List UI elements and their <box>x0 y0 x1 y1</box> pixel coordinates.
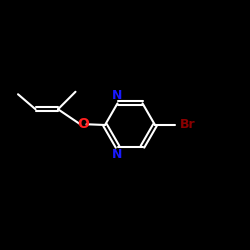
Text: Br: Br <box>180 118 196 132</box>
Text: N: N <box>112 89 123 102</box>
Text: O: O <box>77 117 89 131</box>
Text: N: N <box>112 148 123 161</box>
